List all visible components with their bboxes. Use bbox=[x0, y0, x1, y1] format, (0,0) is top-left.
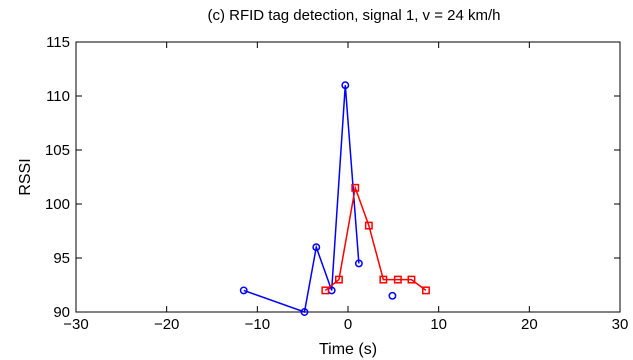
chart-title: (c) RFID tag detection, signal 1, v = 24… bbox=[207, 7, 500, 24]
data-point bbox=[393, 275, 402, 284]
x-axis-label: Time (s) bbox=[319, 341, 377, 358]
data-point bbox=[334, 275, 343, 284]
axis-ticks: −30 −20 −10 0 10 20 30 90 95 100 105 110 115 bbox=[45, 34, 628, 333]
series-2 bbox=[321, 183, 430, 295]
y-axis-label: RSSI bbox=[17, 158, 34, 195]
data-point bbox=[364, 221, 373, 230]
data-point bbox=[312, 243, 321, 252]
data-point bbox=[379, 275, 388, 284]
data-point bbox=[239, 286, 248, 295]
series-line bbox=[243, 85, 360, 314]
y-tick-label: 90 bbox=[53, 304, 70, 321]
data-point bbox=[388, 291, 397, 300]
y-tick-label: 115 bbox=[46, 34, 70, 51]
data-point bbox=[351, 183, 360, 192]
data-point bbox=[407, 275, 416, 284]
x-tick-label: 10 bbox=[430, 316, 447, 333]
series-layer bbox=[239, 81, 430, 316]
x-tick-label: 20 bbox=[521, 316, 538, 333]
x-tick-label: −10 bbox=[245, 316, 270, 333]
y-tick-label: 100 bbox=[45, 196, 70, 213]
y-tick-label: 95 bbox=[53, 250, 70, 267]
y-tick-label: 110 bbox=[46, 88, 70, 105]
x-tick-label: −20 bbox=[154, 316, 179, 333]
x-tick-label: 0 bbox=[344, 316, 352, 333]
y-tick-label: 105 bbox=[45, 142, 70, 159]
series-line bbox=[324, 184, 427, 292]
series-1 bbox=[239, 81, 397, 316]
data-point bbox=[354, 259, 363, 268]
data-point bbox=[341, 81, 350, 90]
data-point bbox=[422, 286, 430, 295]
x-tick-label: 30 bbox=[612, 316, 629, 333]
data-point bbox=[300, 308, 309, 316]
data-point bbox=[321, 286, 330, 295]
x-tick-label: −30 bbox=[63, 316, 88, 333]
